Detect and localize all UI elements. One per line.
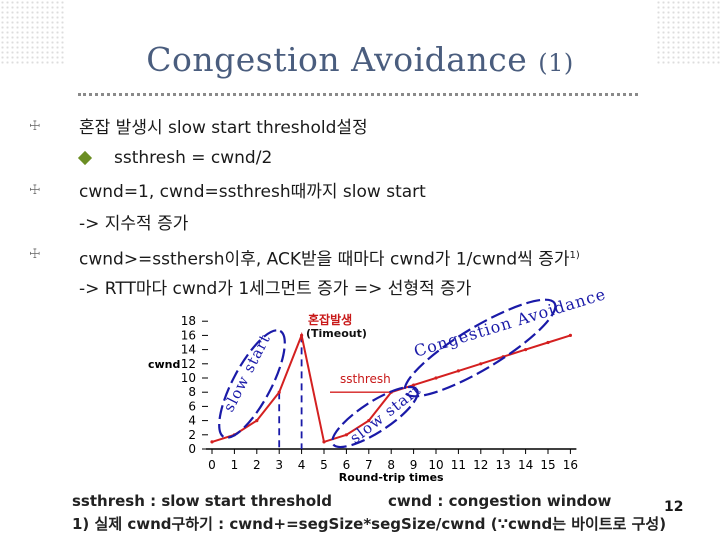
y-tick-label: 16 [181,328,196,342]
ssthresh-label: ssthresh [340,372,391,386]
congestion-label: 혼잡발생 [308,312,352,327]
x-tick-label: 13 [496,458,511,472]
x-tick-label: 3 [275,458,283,472]
y-tick-label: 18 [181,314,196,328]
title-main: Congestion Avoidance [146,40,528,79]
title-number: (1) [538,49,574,77]
x-tick-label: 15 [540,458,555,472]
bullet-3-body: cwnd>=ssthersh이후, ACK받을 때마다 cwnd가 1/cwnd… [79,249,570,270]
y-axis-label: cwnd [148,358,180,371]
corner-dots-left [0,0,64,64]
cwnd-point [412,383,416,387]
corner-dots-right [656,0,720,64]
cwnd-point [546,340,550,345]
bullet-1-text: 혼잡 발생시 slow start threshold설정 [79,118,368,138]
bullet-marker-icon: ☩ [29,119,41,134]
cwnd-point [367,419,371,423]
y-tick-label: 10 [181,371,196,385]
slow-start-label-2: slow start [346,381,424,448]
cwnd-point [479,362,483,366]
x-tick-label: 1 [231,458,239,472]
congestion-avoidance-label: Congestion Avoidance [412,284,609,361]
footnote-cwnd: cwnd : congestion window [388,492,612,510]
x-tick-label: 12 [473,458,488,472]
bullet-2-continuation: -> 지수적 증가 [79,214,189,234]
slow-start-label-1: slow start [220,331,275,415]
y-tick-label: 12 [181,357,196,371]
sub-bullet: ssthresh = cwnd/2 [77,148,273,168]
slow-start-ellipse-1 [218,329,286,439]
x-tick-label: 8 [387,458,395,472]
cwnd-point [568,333,573,337]
x-tick-label: 5 [320,458,328,472]
y-tick-label: 4 [188,414,196,428]
bullet-3-text: cwnd>=ssthersh이후, ACK받을 때마다 cwnd가 1/cwnd… [79,245,580,271]
congestion-avoidance-ellipse [403,298,557,398]
x-tick-label: 0 [208,458,216,472]
timeout-label: (Timeout) [306,327,367,340]
cwnd-point [322,440,326,444]
footnote-ref: 1) [569,250,580,261]
slow-start-ellipse-2 [331,385,419,449]
cwnd-point [524,348,528,352]
x-axis-label: Round-trip times [339,471,444,484]
y-tick-label: 2 [188,428,196,442]
x-tick-label: 11 [451,458,466,472]
page-number: 12 [664,499,684,515]
x-tick-label: 9 [410,458,418,472]
x-tick-label: 2 [253,458,261,472]
slide-title: Congestion Avoidance (1) [0,40,720,79]
y-tick-label: 8 [188,385,196,399]
bullet-2-text: cwnd=1, cwnd=ssthresh때까지 slow start [79,182,426,202]
y-tick-label: 6 [188,399,196,413]
x-tick-label: 16 [563,458,578,472]
x-tick-label: 10 [428,458,443,472]
x-tick-label: 7 [365,458,373,472]
cwnd-point [255,419,259,423]
y-tick-label: 14 [181,343,196,357]
cwnd-point [344,433,348,437]
x-tick-label: 14 [518,458,533,472]
x-tick-label: 6 [343,458,351,472]
y-tick-label: 0 [188,442,196,456]
footnote-ssthresh: ssthresh : slow start threshold [72,492,333,510]
x-tick-label: 4 [298,458,306,472]
bullet-marker-icon: ☩ [29,247,41,262]
sub-bullet-text: ssthresh = cwnd/2 [114,148,273,168]
footnote-1: 1) 실제 cwnd구하기 : cwnd+=segSize*segSize/cw… [72,515,667,533]
bullet-3-continuation: -> RTT마다 cwnd가 1세그먼트 증가 => 선형적 증가 [79,279,472,299]
cwnd-point [434,376,438,380]
title-divider [78,93,638,96]
cwnd-point [300,333,304,337]
cwnd-point [210,440,214,444]
cwnd-point [456,369,460,373]
bullet-marker-icon: ☩ [29,183,41,198]
cwnd-point [277,390,281,394]
